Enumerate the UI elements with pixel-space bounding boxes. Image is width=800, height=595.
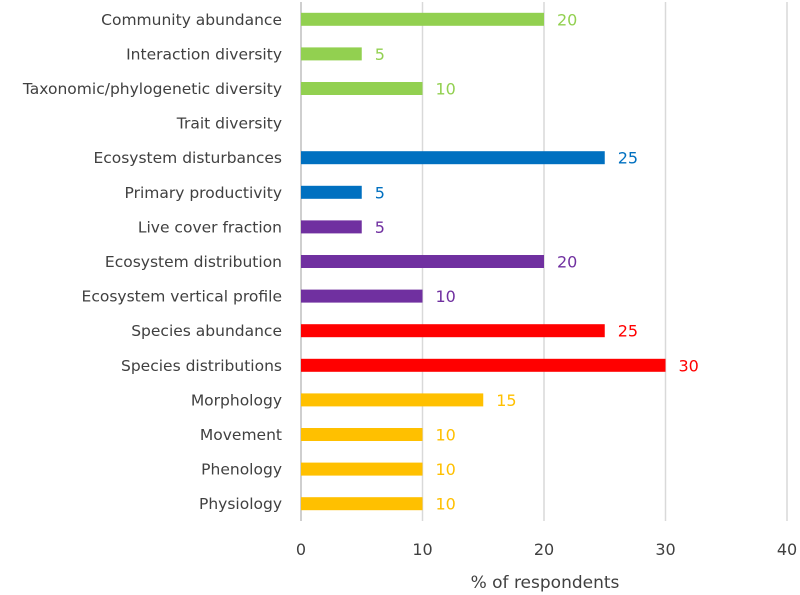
data-label: 20 [557, 253, 577, 272]
category-label: Taxonomic/phylogenetic diversity [22, 80, 282, 98]
x-tick-labels: 0 10 20 30 40 [296, 540, 797, 559]
data-label: 10 [436, 80, 456, 99]
category-label: Primary productivity [125, 184, 282, 202]
bar [301, 393, 483, 406]
data-label: 25 [618, 322, 638, 341]
bar [301, 497, 423, 510]
category-label: Ecosystem distribution [105, 253, 282, 271]
bar [301, 13, 544, 26]
x-tick-label: 30 [655, 540, 675, 559]
category-label: Movement [200, 426, 282, 444]
data-label: 5 [375, 218, 385, 237]
bar [301, 463, 423, 476]
bar [301, 359, 666, 372]
bar [301, 290, 423, 303]
data-label: 10 [436, 495, 456, 514]
bar [301, 151, 605, 164]
category-label: Interaction diversity [126, 45, 282, 63]
bar [301, 220, 362, 233]
x-axis-title: % of respondents [471, 573, 620, 593]
category-label: Morphology [191, 391, 282, 409]
category-label: Trait diversity [176, 115, 282, 133]
data-label: 30 [679, 356, 699, 375]
x-tick-label: 40 [777, 540, 797, 559]
x-tick-label: 20 [534, 540, 554, 559]
category-label: Species distributions [121, 357, 282, 375]
bars [301, 13, 666, 510]
data-label: 20 [557, 10, 577, 29]
category-label: Phenology [201, 461, 282, 479]
bar [301, 186, 362, 199]
data-label: 10 [436, 287, 456, 306]
bar [301, 324, 605, 337]
category-label: Ecosystem disturbances [93, 149, 282, 167]
x-tick-label: 0 [296, 540, 306, 559]
category-label: Live cover fraction [138, 218, 282, 236]
category-label: Species abundance [131, 322, 282, 340]
bar [301, 255, 544, 268]
category-label: Physiology [199, 495, 282, 513]
bar-chart: Community abundance Interaction diversity… [0, 0, 800, 595]
data-label: 10 [436, 426, 456, 445]
data-label: 10 [436, 460, 456, 479]
data-label: 5 [375, 183, 385, 202]
category-labels: Community abundance Interaction diversity… [22, 11, 282, 513]
x-tick-label: 10 [412, 540, 432, 559]
data-label: 15 [496, 391, 516, 410]
bar [301, 428, 423, 441]
data-label: 5 [375, 45, 385, 64]
category-label: Community abundance [101, 11, 282, 29]
bar [301, 47, 362, 60]
data-label: 25 [618, 149, 638, 168]
category-label: Ecosystem vertical profile [82, 288, 282, 306]
bar [301, 82, 423, 95]
